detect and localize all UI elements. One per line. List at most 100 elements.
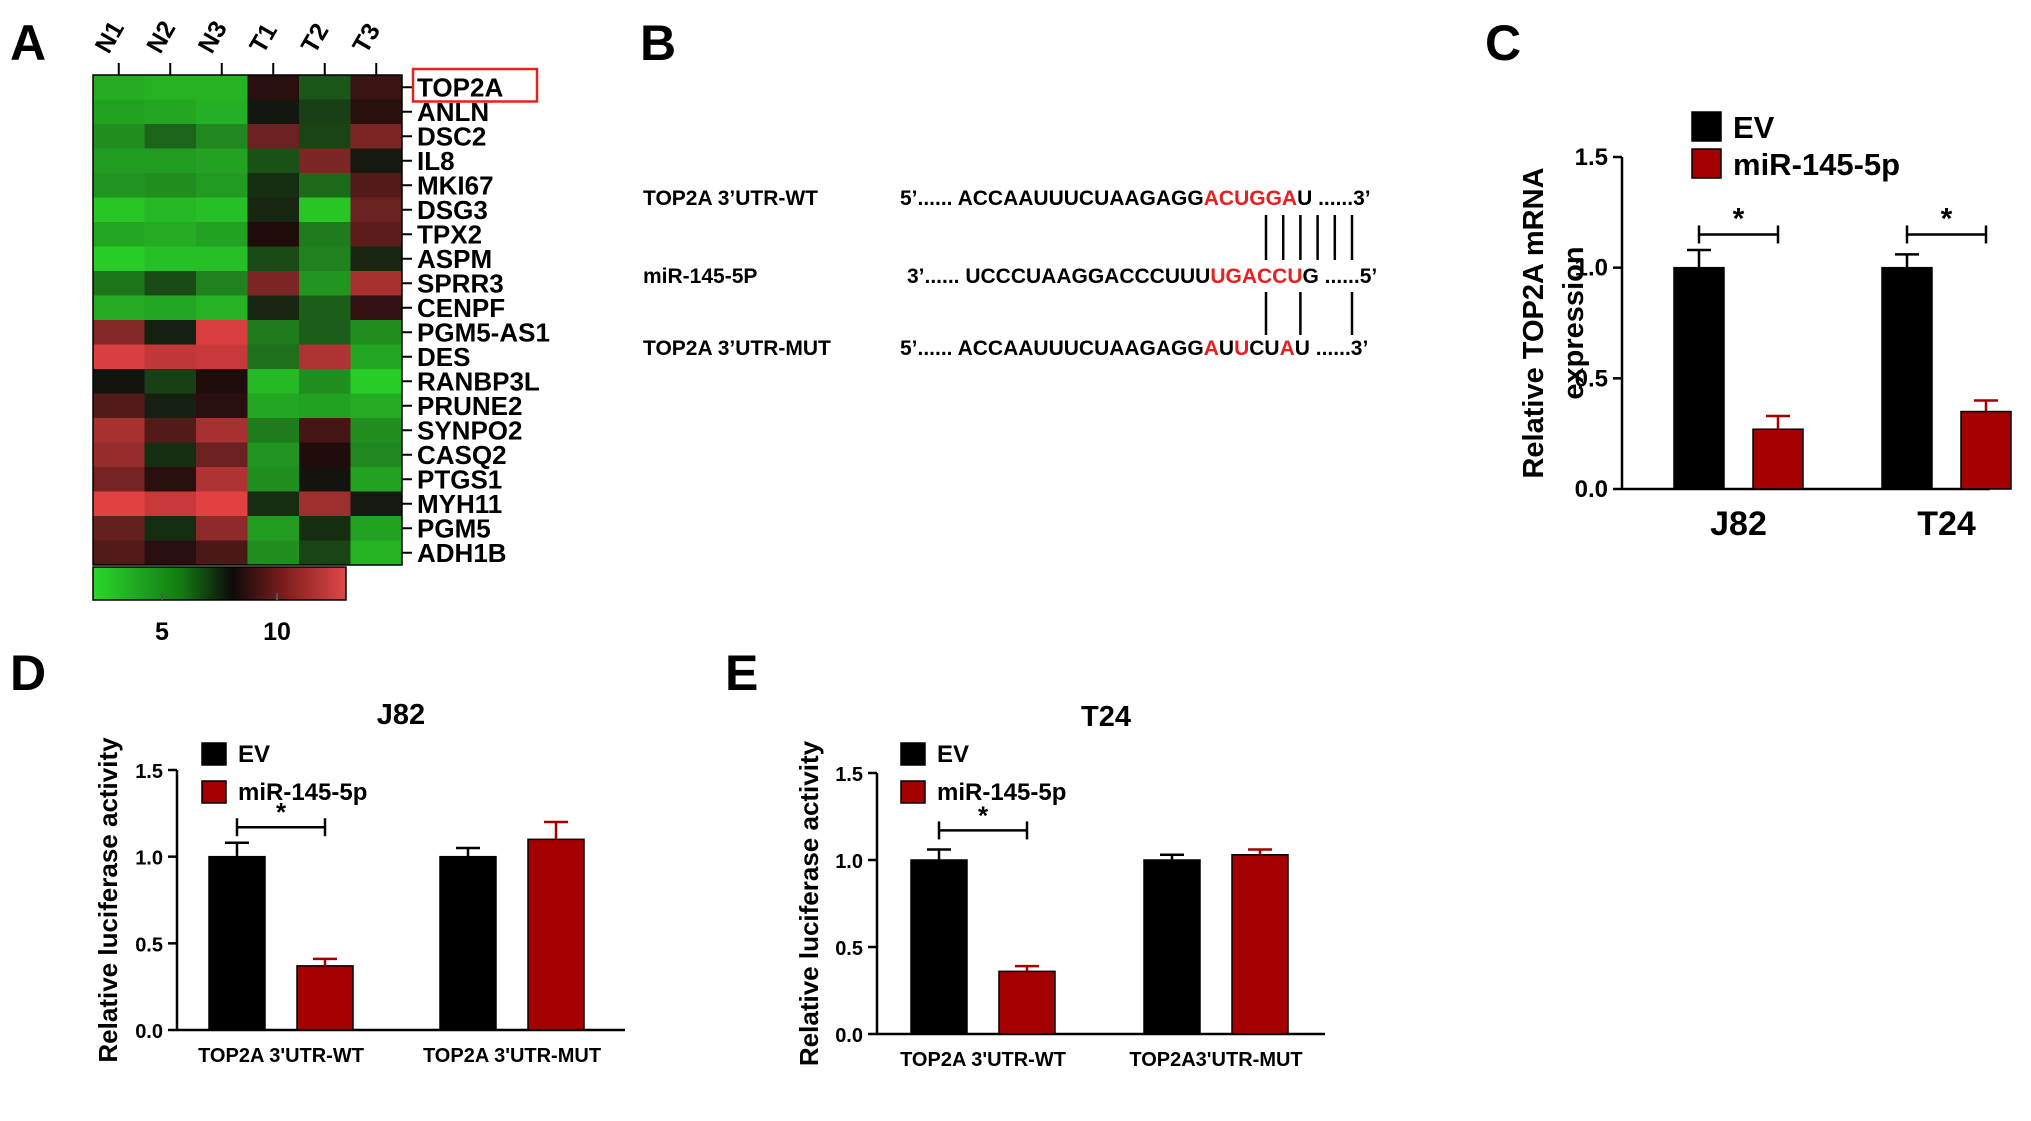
heatmap-cell [93, 197, 145, 223]
heatmap-cell [350, 467, 403, 492]
legend-label: miR-145-5p [937, 779, 1066, 806]
heatmap-cell [299, 75, 351, 100]
mutated-base: U [1234, 337, 1249, 360]
y-axis-label: expression [1558, 246, 1590, 399]
heatmap-cell [247, 271, 300, 296]
bar-mir-145-5p [1960, 410, 2012, 490]
bar-mir-145-5p [1231, 854, 1289, 1035]
row-label: PRUNE2 [417, 391, 522, 421]
heatmap-cell [350, 271, 403, 296]
column-label: T3 [347, 19, 386, 58]
colorbar-tick-label: 5 [155, 618, 169, 646]
heatmap-cell [299, 467, 351, 492]
y-axis-label: Relative luciferase activity [794, 740, 824, 1066]
heatmap-cell [299, 148, 351, 174]
y-tick-label: 0.5 [1575, 365, 1608, 392]
row-label: TOP2A [417, 72, 503, 102]
y-tick-label: 1.5 [1575, 144, 1608, 171]
heatmap-cell [144, 173, 197, 198]
heatmap-cell [350, 246, 403, 272]
heatmap-cell [350, 344, 403, 370]
heatmap-cell [247, 344, 300, 370]
x-category-label: TOP2A 3'UTR-WT [900, 1049, 1066, 1071]
heatmap-cell [196, 369, 248, 394]
x-category-label: TOP2A3'UTR-MUT [1129, 1049, 1302, 1071]
y-tick-label: 0.0 [835, 1025, 863, 1047]
heatmap-cell [350, 75, 403, 100]
heatmap-cell [350, 295, 403, 321]
heatmap-cell [299, 344, 351, 370]
sequence-prefix: 5’...... ACCAAUUUCUAAGAGG [900, 187, 1204, 210]
row-label: DSG3 [417, 195, 488, 225]
panel-label-b: B [640, 15, 676, 71]
legend-swatch [201, 742, 227, 766]
sequence-row-label: TOP2A 3’UTR-MUT [643, 337, 831, 360]
heatmap-cell [196, 222, 248, 247]
y-tick-label: 1.0 [135, 848, 163, 870]
heatmap-cell [247, 295, 300, 321]
heatmap-cell [93, 393, 145, 419]
luciferase-t24-chart: 0.0 0.5 1.0 1.5 Relative luciferase activity… [794, 701, 1325, 1071]
heatmap-cell [350, 197, 403, 223]
row-label: RANBP3L [417, 366, 540, 396]
bar-ev [1673, 266, 1725, 490]
bar-ev [910, 859, 968, 1035]
sequence-prefix: 3’...... UCCCUAAGGACCCUUU [907, 265, 1210, 288]
heatmap-cell [247, 124, 300, 149]
heatmap-cell [299, 491, 351, 517]
heatmap-cell [93, 320, 145, 345]
legend-label: EV [1733, 110, 1775, 145]
heatmap-cell [196, 442, 248, 468]
heatmap-cell [299, 442, 351, 468]
heatmap-cell [299, 222, 351, 247]
row-label: IL8 [417, 146, 455, 176]
heatmap-cell [144, 491, 197, 517]
sequence-text: 5’...... ACCAAUUUCUAAGAGGACUGGAU ......3… [900, 187, 1371, 210]
column-label: T1 [244, 19, 283, 58]
heatmap-cell [93, 246, 145, 272]
heatmap-cell [144, 418, 197, 443]
row-label: CENPF [417, 293, 505, 323]
heatmap-cell [350, 148, 403, 174]
sequence-suffix: U ......3’ [1295, 337, 1369, 360]
heatmap-cell [350, 540, 403, 566]
heatmap-cell [144, 124, 197, 149]
heatmap-cell [93, 295, 145, 321]
legend-swatch [1691, 148, 1722, 179]
heatmap-cell [144, 246, 197, 272]
row-label: DES [417, 342, 470, 372]
heatmap-cell [144, 222, 197, 247]
heatmap-cell [299, 173, 351, 198]
heatmap-cell [350, 442, 403, 468]
heatmap-cell [196, 173, 248, 198]
heatmap-cell [247, 99, 300, 125]
column-label: N1 [90, 16, 130, 58]
heatmap-cell [93, 344, 145, 370]
heatmap-cell [196, 148, 248, 174]
heatmap-cell [350, 491, 403, 517]
heatmap-cell [93, 222, 145, 247]
heatmap-cell [196, 246, 248, 272]
heatmap-cell [350, 99, 403, 125]
bar-mir-145-5p [1752, 428, 1804, 490]
heatmap-border [92, 74, 403, 566]
legend-label: miR-145-5p [1733, 147, 1900, 182]
heatmap-cell [299, 271, 351, 296]
bar-ev [1881, 266, 1933, 490]
legend-swatch [900, 780, 926, 804]
heatmap-cell [196, 467, 248, 492]
heatmap-cell [299, 124, 351, 149]
heatmap-cell [299, 320, 351, 345]
heatmap-cell [350, 173, 403, 198]
row-label: MYH11 [417, 489, 502, 519]
panel-label-a: A [10, 15, 46, 71]
heatmap-cell [144, 75, 197, 100]
heatmap-cell [196, 491, 248, 517]
heatmap-cell [144, 148, 197, 174]
heatmap-cell [196, 344, 248, 370]
bar-ev [208, 855, 266, 1031]
heatmap-cell [196, 99, 248, 125]
row-label: SYNPO2 [417, 415, 523, 445]
y-tick-label: 0.5 [135, 934, 163, 956]
legend-swatch [201, 780, 227, 804]
